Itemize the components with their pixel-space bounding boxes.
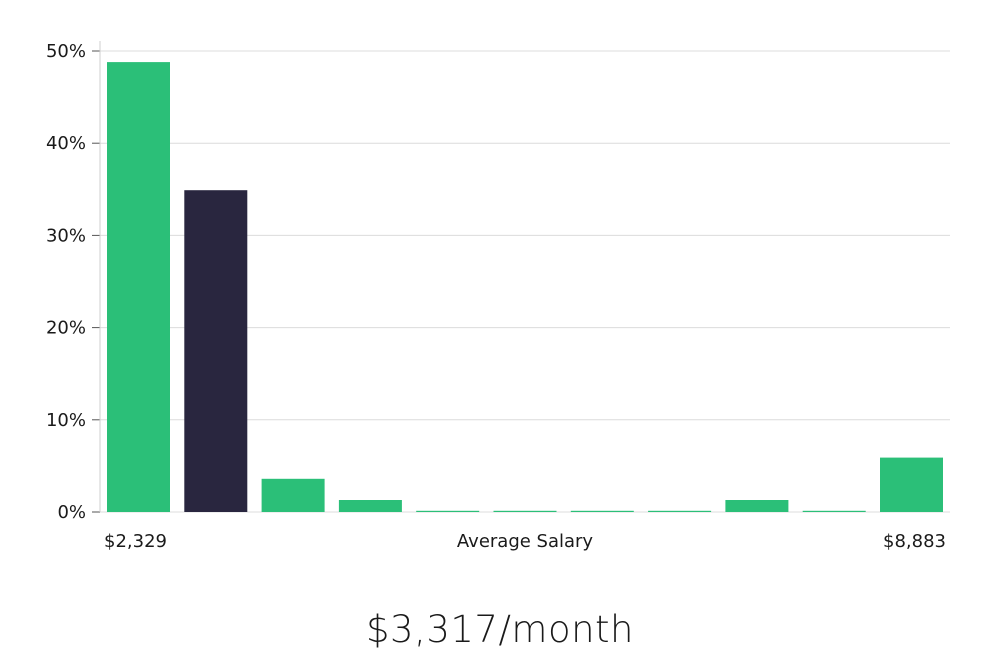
histogram-bar bbox=[493, 510, 557, 512]
histogram-bar bbox=[802, 510, 866, 512]
y-tick-label: 30% bbox=[46, 225, 86, 246]
histogram-bar bbox=[648, 510, 712, 512]
average-salary-value: $3,317/month bbox=[365, 608, 635, 651]
x-min-label: $2,329 bbox=[104, 531, 167, 552]
histogram-bar bbox=[416, 510, 480, 512]
x-max-label: $8,883 bbox=[883, 531, 946, 552]
y-tick-label: 20% bbox=[46, 318, 86, 339]
y-tick-label: 10% bbox=[46, 410, 86, 431]
histogram-bar bbox=[107, 62, 170, 512]
y-tick-label: 0% bbox=[57, 502, 86, 523]
histogram-bar bbox=[570, 510, 634, 512]
histogram-bar bbox=[880, 457, 943, 512]
histogram-bar-highlighted bbox=[184, 190, 248, 512]
y-axis-ticks: 0% 10% 20% 30% 40% 50% bbox=[46, 41, 100, 523]
histogram-bar bbox=[725, 500, 789, 512]
histogram-bar bbox=[338, 500, 402, 512]
x-axis-label: Average Salary bbox=[457, 531, 594, 552]
y-tick-label: 40% bbox=[46, 133, 86, 154]
histogram-bar bbox=[261, 478, 325, 512]
histogram-bars bbox=[107, 62, 943, 512]
salary-histogram: 0%10%20%30%40%50% $2,329 Average Salary … bbox=[46, 41, 950, 552]
y-tick-label: 50% bbox=[46, 41, 86, 62]
